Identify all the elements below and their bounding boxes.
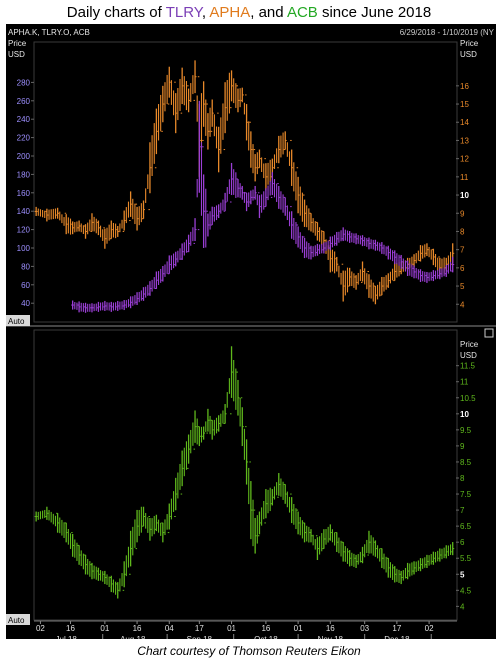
- auto-scale-button-bg[interactable]: [6, 614, 30, 625]
- auto-scale-button-bg[interactable]: [6, 315, 30, 326]
- x-axis-day-label: 03: [360, 624, 369, 633]
- right-axis-tick-label: 8.5: [460, 458, 472, 467]
- right-axis-tick-label: 10: [460, 191, 469, 200]
- x-axis-month-label: Oct 18: [254, 635, 278, 639]
- axis-unit-label: USD: [8, 50, 25, 59]
- chart-date-range: 6/29/2018 - 1/10/2019 (NY: [400, 28, 495, 37]
- right-axis-tick-label: 12: [460, 155, 469, 164]
- chart-title: Daily charts of TLRY, APHA, and ACB sinc…: [0, 4, 498, 21]
- x-axis-day-label: 02: [425, 624, 434, 633]
- right-axis-tick-label: 8: [460, 227, 465, 236]
- series-tlry: [71, 100, 455, 313]
- x-axis-day-label: 16: [261, 624, 270, 633]
- x-axis-month-label: Dec 18: [384, 635, 410, 639]
- series-acb: [34, 346, 455, 599]
- x-axis-day-label: 01: [100, 624, 109, 633]
- right-axis-tick-label: 9: [460, 442, 465, 451]
- x-axis-day-label: 01: [294, 624, 303, 633]
- x-axis-month-label: Aug 18: [120, 635, 146, 639]
- title-acb: ACB: [286, 4, 318, 21]
- right-axis-tick-label: 11.5: [460, 362, 476, 371]
- axes-layer: Auto Auto Price USD 40 60 80 100 120 140 160 180 200…: [6, 39, 496, 639]
- auto-scale-label: Auto: [8, 317, 25, 326]
- title-tlry: TLRY: [165, 4, 202, 21]
- axis-unit-label: USD: [460, 351, 477, 360]
- auto-scale-button[interactable]: Auto: [6, 315, 30, 326]
- left-axis-tick-label: 40: [21, 299, 30, 308]
- x-axis-month-label: Jul 18: [56, 635, 78, 639]
- left-axis-tick-label: 180: [17, 170, 31, 179]
- right-axis-tick-label: 11: [460, 173, 469, 182]
- right-axis-tick-label: 6: [460, 264, 465, 273]
- left-axis-tick-label: 120: [17, 226, 31, 235]
- left-axis-tick-label: 220: [17, 134, 31, 143]
- right-axis-tick-label: 10.5: [460, 394, 476, 403]
- left-axis-tick-label: 280: [17, 78, 31, 87]
- right-axis-tick-label: 16: [460, 82, 469, 91]
- right-axis-tick-label: 5: [460, 282, 465, 291]
- x-axis-day-label: 02: [36, 624, 45, 633]
- left-axis-tick-label: 260: [17, 97, 31, 106]
- left-axis-tick-label: 60: [21, 281, 30, 290]
- x-axis-day-label: 16: [326, 624, 335, 633]
- left-axis-tick-label: 240: [17, 115, 31, 124]
- eikon-chart[interactable]: APHA.K, TLRY.O, ACB 6/29/2018 - 1/10/201…: [6, 24, 496, 639]
- right-axis-tick-label: 4: [460, 602, 465, 611]
- right-axis-tick-label: 7.5: [460, 490, 472, 499]
- title-apha: APHA: [209, 4, 251, 21]
- top-panel-frame: [33, 41, 458, 323]
- right-axis-tick-label: 8: [460, 474, 465, 483]
- right-axis-tick-label: 5: [460, 570, 465, 579]
- x-axis-day-label: 16: [66, 624, 75, 633]
- title-sep2: , and: [250, 4, 287, 21]
- panel-toggle-icon[interactable]: [484, 328, 494, 338]
- top-panel-grid: [33, 41, 458, 323]
- title-sep1: ,: [201, 4, 210, 21]
- right-axis-tick-label: 15: [460, 100, 469, 109]
- bottom-panel-grid: [33, 329, 458, 621]
- auto-scale-label: Auto: [8, 616, 25, 625]
- axis-unit-label: USD: [460, 50, 477, 59]
- axis-unit-label: Price: [8, 39, 27, 48]
- x-axis-day-label: 01: [227, 624, 236, 633]
- right-axis-tick-label: 10: [460, 410, 469, 419]
- left-axis-tick-label: 200: [17, 152, 31, 161]
- left-axis-tick-label: 80: [21, 262, 30, 271]
- left-axis-tick-label: 100: [17, 244, 31, 253]
- bottom-panel-frame: [33, 329, 458, 621]
- x-axis-day-label: 17: [392, 624, 401, 633]
- right-axis-tick-label: 5.5: [460, 554, 472, 563]
- right-axis-tick-label: 6: [460, 538, 465, 547]
- axis-unit-label: Price: [460, 39, 479, 48]
- series-layer: [34, 60, 455, 599]
- chart-symbols-label: APHA.K, TLRY.O, ACB: [8, 28, 90, 37]
- x-axis-month-label: Nov 18: [318, 635, 344, 639]
- left-axis-tick-label: 160: [17, 189, 31, 198]
- right-axis-tick-label: 7: [460, 246, 465, 255]
- right-axis-tick-label: 9.5: [460, 426, 472, 435]
- left-axis-tick-label: 140: [17, 207, 31, 216]
- auto-scale-button[interactable]: Auto: [6, 614, 30, 625]
- right-axis-tick-label: 11: [460, 378, 469, 387]
- x-axis-day-label: 17: [195, 624, 204, 633]
- title-prefix: Daily charts of: [66, 4, 166, 21]
- right-axis-tick-label: 14: [460, 118, 469, 127]
- x-axis-day-label: 04: [165, 624, 174, 633]
- chart-canvas[interactable]: APHA.K, TLRY.O, ACB 6/29/2018 - 1/10/201…: [6, 24, 496, 639]
- series-apha: [34, 60, 455, 305]
- right-axis-tick-label: 7: [460, 506, 465, 515]
- right-axis-tick-label: 9: [460, 209, 465, 218]
- right-axis-tick-label: 4: [460, 300, 465, 309]
- chart-caption: Chart courtesy of Thomson Reuters Eikon: [137, 644, 361, 658]
- title-suffix: since June 2018: [317, 4, 432, 21]
- x-axis-day-label: 16: [133, 624, 142, 633]
- x-axis-month-label: Sep 18: [187, 635, 213, 639]
- right-axis-tick-label: 6.5: [460, 522, 472, 531]
- axis-unit-label: Price: [460, 340, 479, 349]
- right-axis-tick-label: 4.5: [460, 586, 472, 595]
- right-axis-tick-label: 13: [460, 136, 469, 145]
